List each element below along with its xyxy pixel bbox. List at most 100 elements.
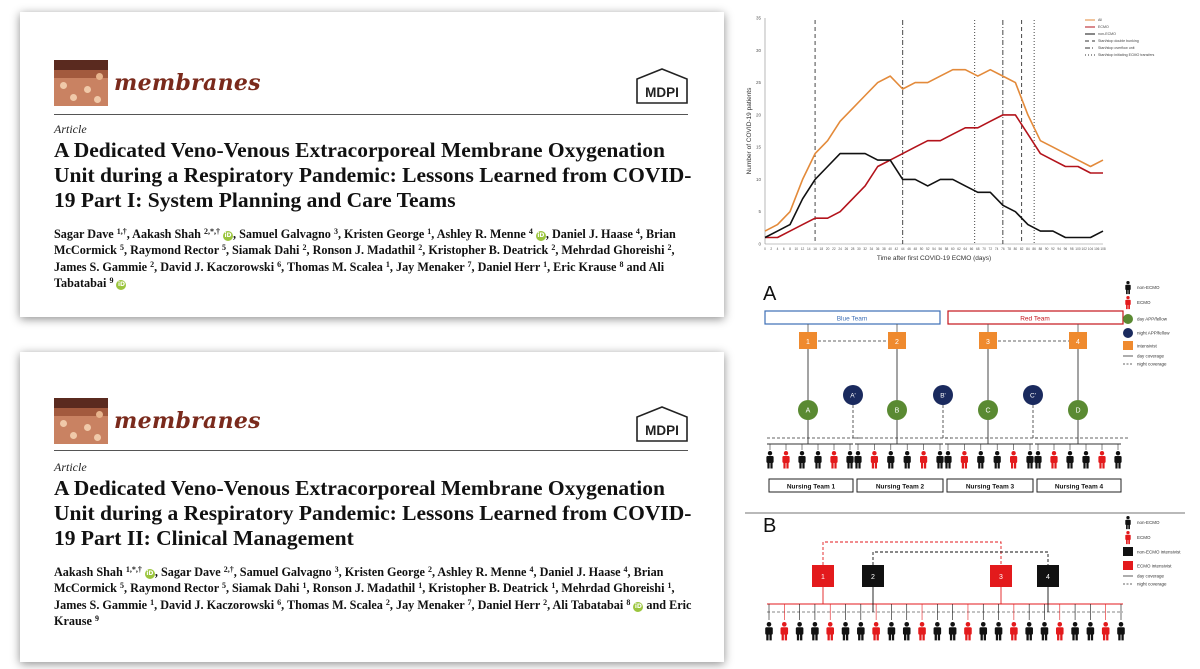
x-tick-label: 2	[770, 247, 772, 251]
person-leg	[1038, 462, 1041, 469]
person-head	[945, 451, 951, 456]
non-ecmo-patient-icon	[993, 451, 1001, 469]
ecmo-patient-icon	[1010, 622, 1018, 641]
person-body	[830, 456, 838, 463]
person-leg	[781, 634, 784, 641]
author-name: Kristopher B. Deatrick 1	[428, 581, 556, 596]
person-body	[782, 456, 790, 463]
person-leg	[783, 462, 786, 469]
x-tick-label: 30	[857, 247, 861, 251]
non-ecmo-patient-icon	[1034, 451, 1042, 469]
legend-label: non-ECMO	[1137, 285, 1160, 290]
person-body	[854, 456, 862, 463]
x-tick-label: 24	[838, 247, 842, 251]
orcid-icon[interactable]: iD	[633, 601, 644, 612]
author-name: Ronson J. Madathil 2	[312, 243, 423, 258]
person-leg	[978, 462, 981, 469]
person-leg	[766, 634, 769, 641]
person-leg	[983, 634, 986, 641]
person-leg	[1030, 462, 1033, 469]
night-coverage-line	[872, 551, 1049, 565]
person-leg	[965, 634, 968, 641]
x-tick-label: 46	[907, 247, 911, 251]
orcid-icon[interactable]: iD	[223, 231, 234, 241]
night-app-node	[1023, 385, 1043, 405]
person-leg	[1126, 304, 1128, 310]
person-leg	[1011, 462, 1014, 469]
person-head	[1011, 451, 1016, 456]
person-leg	[818, 462, 821, 469]
person-body	[994, 627, 1003, 635]
author-name: James S. Gammie 2	[54, 259, 155, 274]
x-tick-label: 96	[1064, 247, 1068, 251]
person-head	[950, 622, 955, 627]
legend-label: Start/stop initiating ECMO transfers	[1098, 53, 1155, 57]
day-app-label: C	[985, 408, 990, 415]
non-ecmo-patient-icon	[811, 622, 819, 641]
legend-label: non-ECMO	[1137, 520, 1160, 525]
non-ecmo-patient-icon	[977, 451, 985, 469]
person-body	[1025, 627, 1033, 635]
non-ecmo-patient-icon	[766, 451, 774, 469]
nursing-team-label: Nursing Team 3	[966, 484, 1015, 491]
y-tick-label: 30	[756, 48, 762, 53]
person-leg	[934, 634, 937, 641]
x-tick-label: 58	[945, 247, 949, 251]
person-body	[780, 627, 789, 635]
ecmo-patient-icon	[830, 451, 838, 469]
person-leg	[830, 634, 833, 641]
orcid-icon[interactable]: iD	[535, 231, 546, 241]
team-label: Blue Team	[837, 316, 868, 323]
person-head	[781, 622, 787, 627]
legend-non-ecmo-intensivist-icon	[1123, 547, 1133, 556]
day-app-label: B	[895, 408, 900, 415]
nursing-team-label: Nursing Team 4	[1055, 484, 1104, 491]
person-body	[936, 456, 944, 463]
person-body	[902, 627, 911, 635]
non-ecmo-patient-icon	[1082, 451, 1090, 469]
non-ecmo-patient-icon	[857, 622, 865, 641]
person-leg	[1090, 634, 1094, 641]
day-app-label: D	[1075, 408, 1080, 415]
x-tick-label: 26	[845, 247, 849, 251]
person-leg	[1070, 462, 1073, 469]
person-head	[1051, 451, 1057, 456]
nursing-team-box	[946, 478, 1034, 493]
intensivist-label: 1	[821, 574, 825, 581]
person-head	[935, 622, 940, 627]
author-name: Raymond Rector 5	[130, 243, 226, 258]
orcid-icon[interactable]: iD	[116, 279, 127, 290]
person-body	[1066, 456, 1074, 463]
paper-title[interactable]: A Dedicated Veno-Venous Extracorporeal M…	[54, 476, 692, 550]
x-tick-label: 0	[764, 247, 766, 251]
person-leg	[937, 634, 941, 641]
person-head	[1011, 622, 1017, 627]
membranes-logo-icon	[54, 60, 108, 106]
orcid-icon[interactable]: iD	[144, 569, 155, 579]
non-ecmo-patient-icon	[1040, 622, 1049, 641]
ecmo-patient-icon	[872, 622, 880, 641]
person-leg	[1106, 634, 1109, 641]
ecmo-patient-icon	[826, 622, 834, 641]
author-name: Raymond Rector 5	[130, 581, 226, 596]
x-tick-label: 54	[932, 247, 936, 251]
non-ecmo-patient-icon	[948, 622, 957, 641]
x-tick-label: 102	[1082, 247, 1088, 251]
person-leg	[904, 634, 907, 641]
person-head	[888, 451, 893, 456]
day-app-label: A	[806, 408, 811, 415]
legend-label: non-ECMO intensivist	[1137, 550, 1181, 555]
paper-title[interactable]: A Dedicated Veno-Venous Extracorporeal M…	[54, 138, 692, 212]
person-leg	[948, 462, 951, 469]
x-tick-label: 52	[926, 247, 930, 251]
legend-label: Start/stop overflow unit	[1098, 46, 1135, 50]
person-body	[1056, 627, 1064, 635]
intensivist-label: 1	[806, 339, 810, 346]
journal-logo: membranes	[54, 398, 261, 444]
person-leg	[922, 634, 925, 641]
person-leg	[769, 634, 772, 641]
legend-label: day APP/fellow	[1137, 317, 1168, 322]
article-type: Article	[54, 460, 87, 474]
person-head	[962, 451, 967, 456]
person-body	[766, 456, 774, 463]
